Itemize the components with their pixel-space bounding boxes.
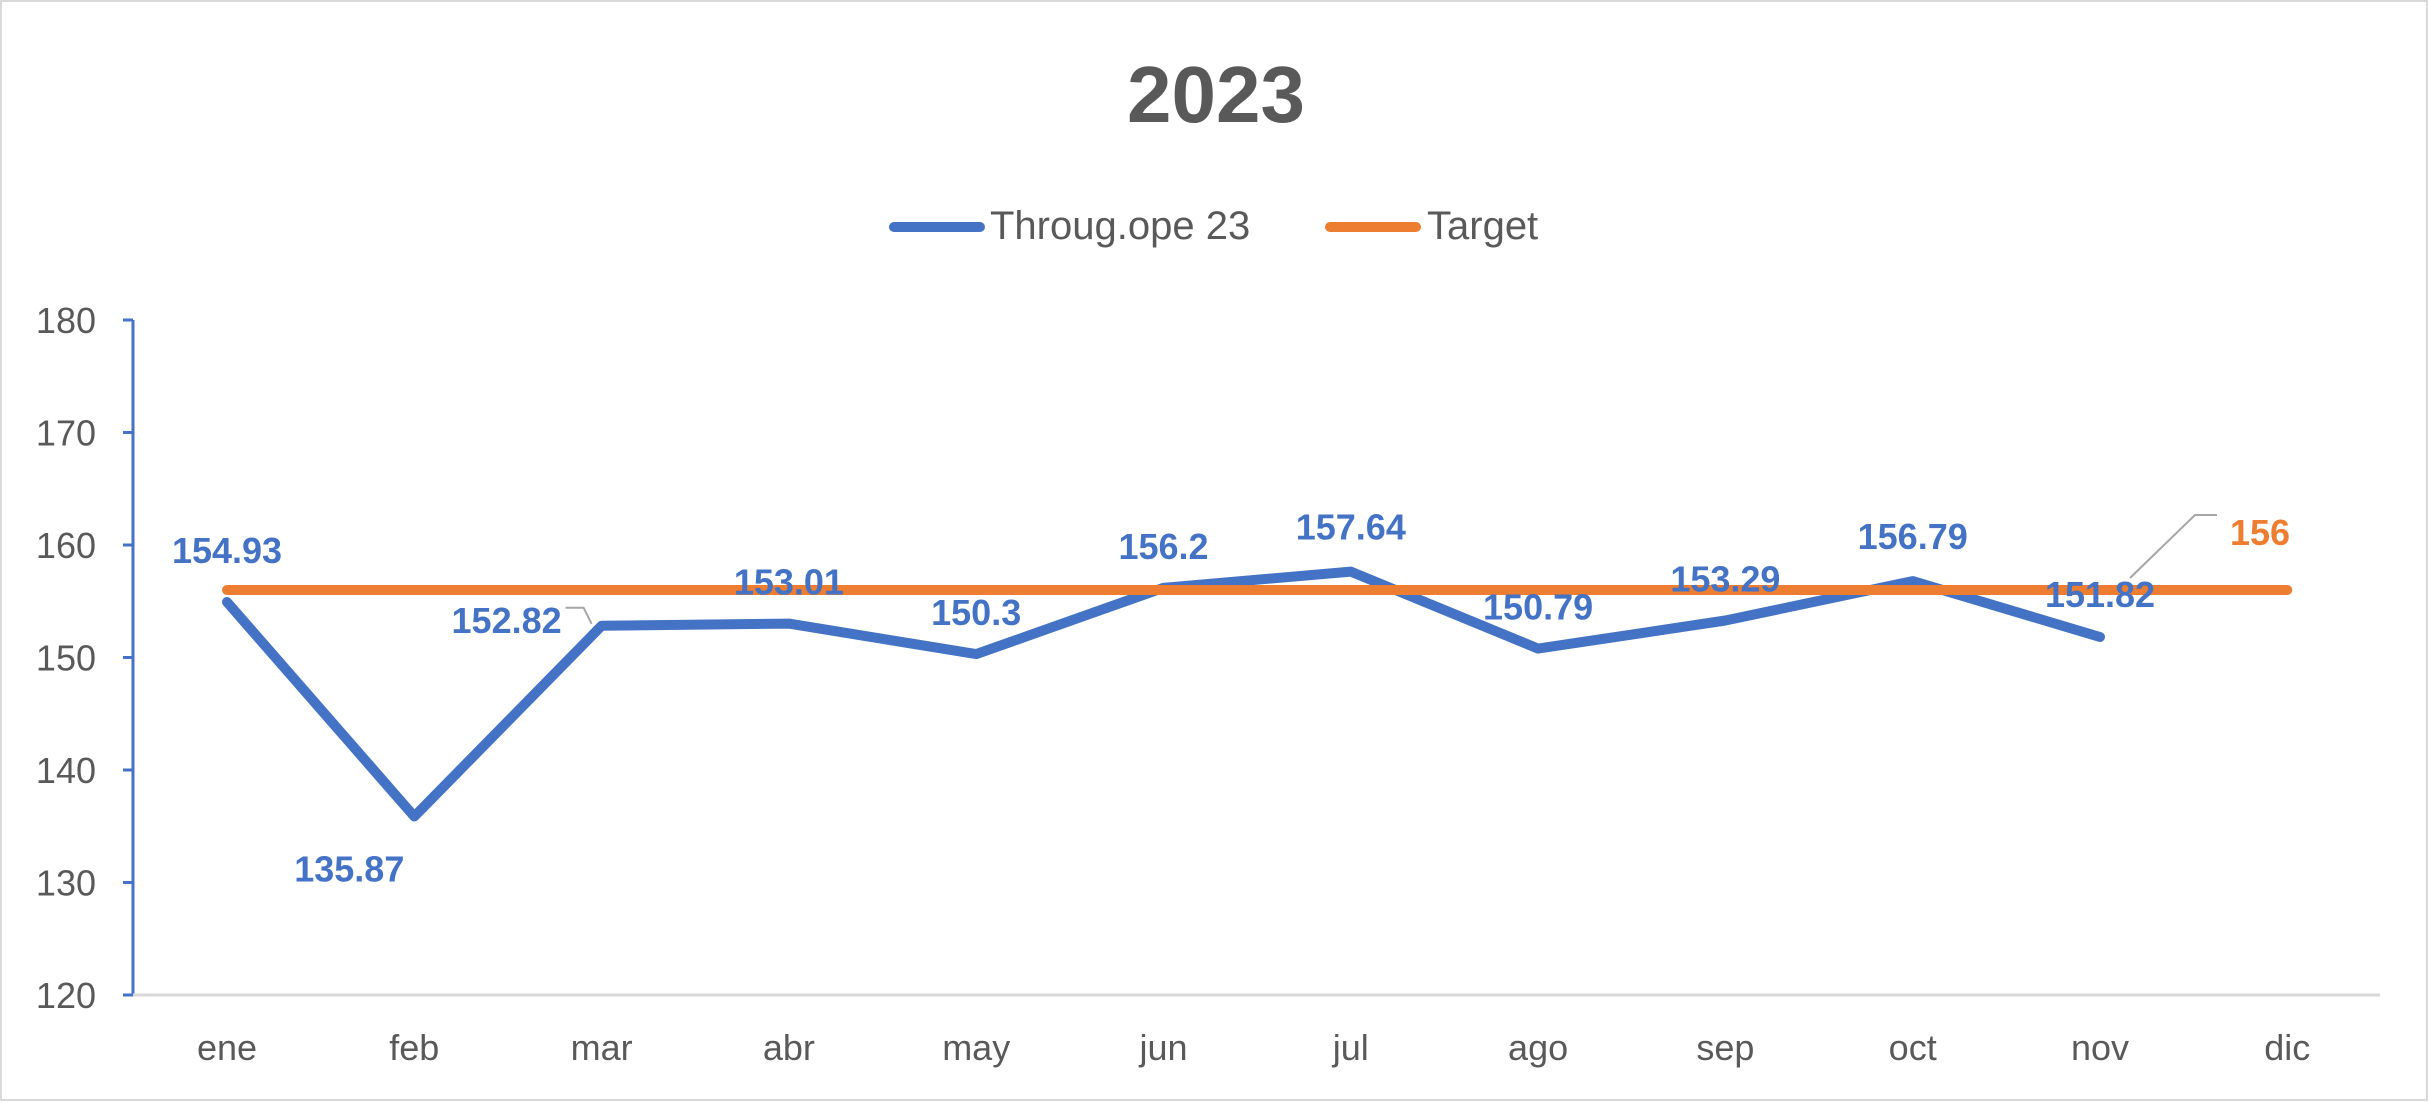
x-tick-label: oct — [1889, 1027, 1937, 1068]
data-label-series-2: 156 — [2230, 512, 2290, 553]
y-tick-label: 160 — [36, 525, 96, 566]
x-tick-label: abr — [763, 1027, 815, 1068]
axes: 120 130 140 150 160 170 180 ene feb mar abr may jun j… — [36, 300, 2380, 1068]
data-label-series-1: 151.82 — [2045, 574, 2155, 615]
data-label-series-1: 150.79 — [1483, 587, 1593, 628]
leader-line-mar — [565, 606, 593, 625]
leader-line-target — [2129, 514, 2217, 579]
data-label-series-1: 154.93 — [172, 530, 282, 571]
data-label-series-1: 150.3 — [931, 592, 1021, 633]
y-tick-label: 120 — [36, 975, 96, 1016]
x-tick-label: ene — [197, 1027, 257, 1068]
data-label-series-1: 152.82 — [452, 600, 562, 641]
x-tick-label: sep — [1696, 1027, 1754, 1068]
x-tick-label: dic — [2264, 1027, 2310, 1068]
data-label-series-1: 157.64 — [1296, 507, 1406, 548]
data-label-series-1: 135.87 — [294, 848, 404, 889]
series-lines — [222, 566, 2293, 822]
x-tick-label: ago — [1508, 1027, 1568, 1068]
legend: Throug.ope 23 Target — [889, 204, 1538, 248]
legend-label-series-2: Target — [1427, 204, 1538, 248]
legend-label-series-1: Throug.ope 23 — [990, 204, 1250, 248]
x-tick-label: mar — [571, 1027, 633, 1068]
y-tick-label: 130 — [36, 863, 96, 904]
data-label-series-1: 153.01 — [734, 562, 844, 603]
x-tick-label: feb — [389, 1027, 439, 1068]
x-tick-label: may — [942, 1027, 1010, 1068]
y-tick-label: 170 — [36, 413, 96, 454]
y-tick-label: 140 — [36, 750, 96, 791]
data-label-series-1: 156.2 — [1118, 526, 1208, 567]
data-label-series-1: 153.29 — [1670, 558, 1780, 599]
x-tick-label: nov — [2071, 1027, 2129, 1068]
data-labels: 154.93 135.87 152.82 153.01 150.3 156.2 157.64… — [172, 507, 2290, 890]
y-tick-label: 150 — [36, 638, 96, 679]
y-tick-label: 180 — [36, 300, 96, 341]
chart-title: 2023 — [1127, 50, 1305, 139]
x-tick-label: jul — [1332, 1027, 1369, 1068]
data-label-series-1: 156.79 — [1858, 516, 1968, 557]
x-tick-label: jun — [1138, 1027, 1187, 1068]
